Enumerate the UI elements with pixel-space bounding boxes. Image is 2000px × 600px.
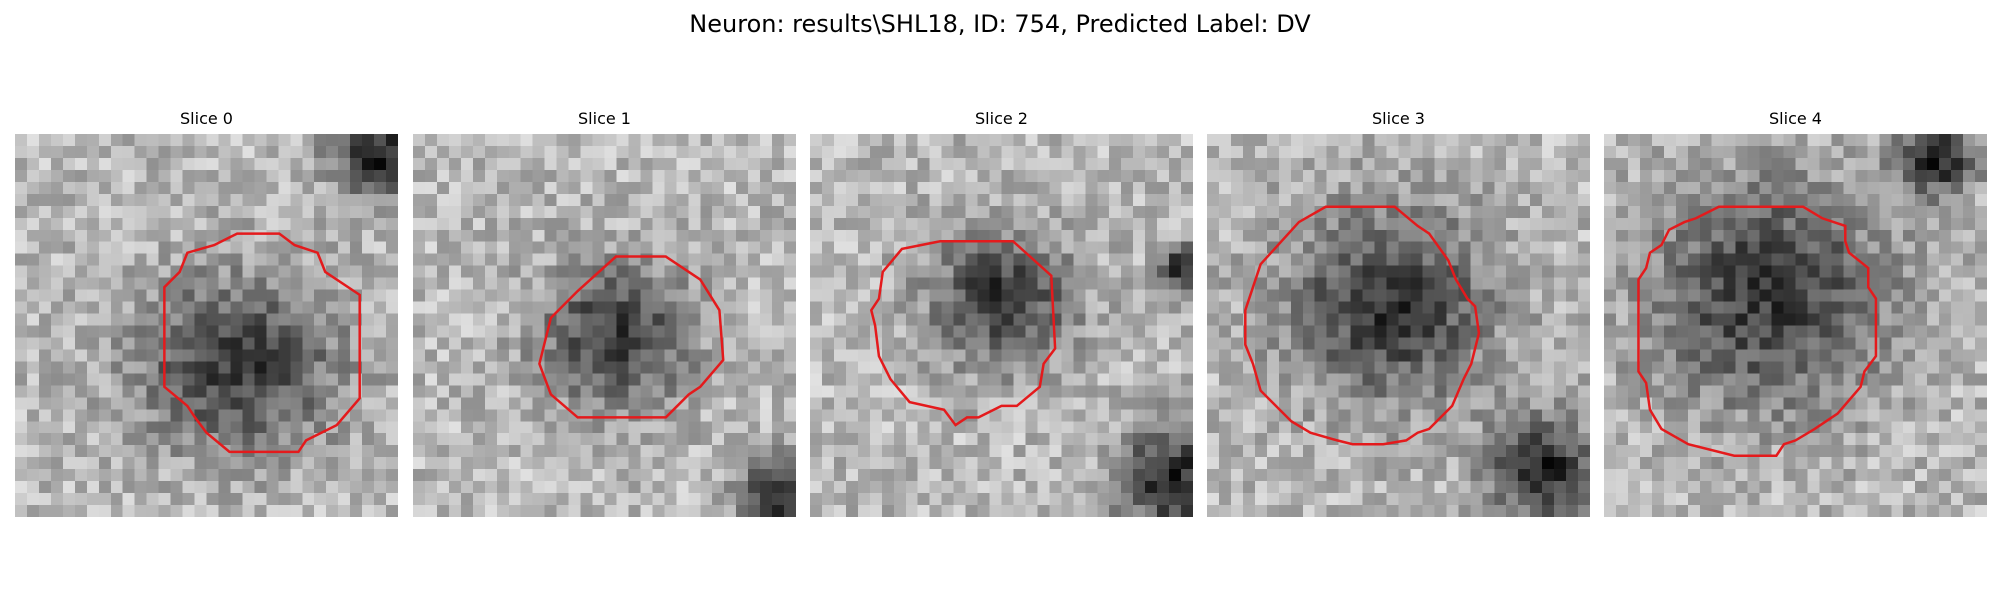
neuron-contour-0 — [164, 234, 359, 452]
neuron-contour-4 — [1638, 207, 1875, 456]
grayscale-image-1 — [413, 134, 796, 517]
grayscale-image-4 — [1604, 134, 1987, 517]
neuron-contour-2 — [871, 241, 1055, 425]
contour-overlay-2 — [810, 134, 1193, 517]
figure-title: Neuron: results\SHL18, ID: 754, Predicte… — [689, 10, 1311, 38]
slice-image-4 — [1604, 134, 1987, 517]
slice-title-0: Slice 0 — [180, 109, 233, 128]
neuron-contour-3 — [1245, 207, 1479, 444]
contour-overlay-1 — [413, 134, 796, 517]
slice-panel-3: Slice 3 — [1207, 110, 1590, 517]
slice-image-1 — [413, 134, 796, 517]
grayscale-image-3 — [1207, 134, 1590, 517]
slice-panel-4: Slice 4 — [1604, 110, 1987, 517]
neuron-contour-1 — [539, 257, 723, 418]
slice-title-3: Slice 3 — [1372, 109, 1425, 128]
slice-title-4: Slice 4 — [1769, 109, 1822, 128]
slice-image-2 — [810, 134, 1193, 517]
slice-title-2: Slice 2 — [975, 109, 1028, 128]
slice-panel-0: Slice 0 — [15, 110, 398, 517]
contour-overlay-4 — [1604, 134, 1987, 517]
slice-image-0 — [15, 134, 398, 517]
slice-title-1: Slice 1 — [578, 109, 631, 128]
slice-panel-2: Slice 2 — [810, 110, 1193, 517]
grayscale-image-0 — [15, 134, 398, 517]
slice-image-3 — [1207, 134, 1590, 517]
contour-overlay-3 — [1207, 134, 1590, 517]
slice-panel-1: Slice 1 — [413, 110, 796, 517]
contour-overlay-0 — [15, 134, 398, 517]
